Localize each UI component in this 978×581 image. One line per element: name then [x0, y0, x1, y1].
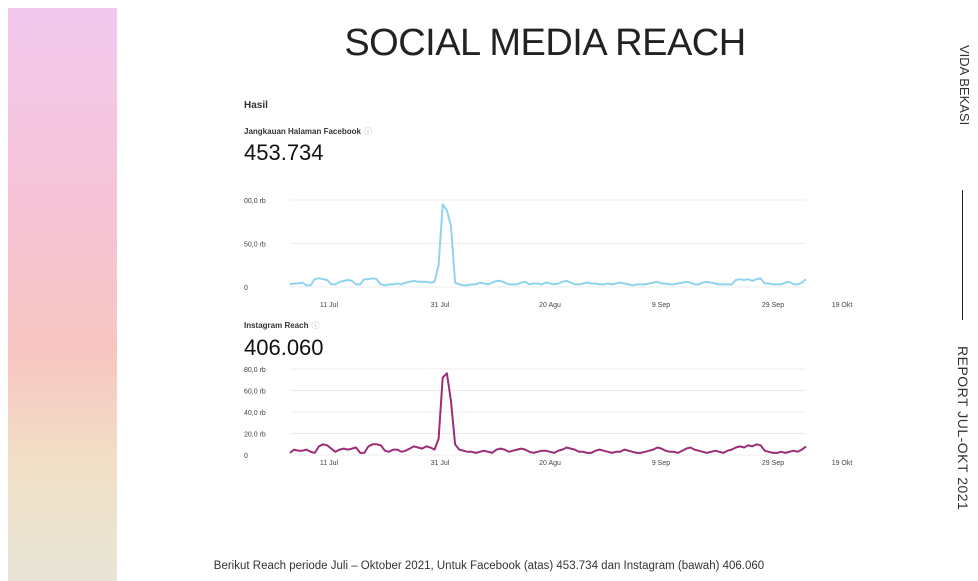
facebook-x-tick-label: 9 Sep: [652, 302, 670, 309]
facebook-x-tick-label: 31 Jul: [431, 302, 450, 309]
info-icon[interactable]: ⓘ: [363, 127, 372, 136]
instagram-y-tick-label: 60,0 rb: [244, 389, 266, 396]
instagram-chart-title: Instagram Reach ⓘ: [244, 320, 319, 331]
side-report-text: REPORT JUL-OKT 2021: [955, 346, 971, 511]
facebook-y-tick-label: 00,0 rb: [244, 198, 266, 205]
info-icon[interactable]: ⓘ: [311, 321, 320, 330]
facebook-series-line: [289, 203, 807, 287]
instagram-series-line: [289, 372, 807, 454]
side-divider-line: [962, 190, 963, 320]
instagram-x-tick-label: 31 Jul: [431, 460, 450, 467]
instagram-total: 406.060: [244, 335, 324, 360]
caption: Berikut Reach periode Juli – Oktober 202…: [213, 560, 765, 572]
facebook-y-tick-label: 50,0 rb: [244, 242, 266, 249]
facebook-x-tick-label: 19 Okt: [832, 302, 853, 309]
facebook-total: 453.734: [244, 140, 324, 165]
instagram-x-tick-label: 19 Okt: [832, 460, 853, 467]
facebook-x-tick-label: 11 Jul: [320, 302, 339, 309]
side-brand-text: VIDA BEKASI: [957, 45, 972, 126]
facebook-y-tick-label: 0: [244, 285, 248, 292]
instagram-y-tick-label: 40,0 rb: [244, 410, 266, 417]
instagram-x-tick-label: 29 Sep: [762, 460, 784, 467]
decorative-gradient-bar: [8, 8, 117, 581]
instagram-y-tick-label: 80,0 rb: [244, 367, 266, 374]
instagram-y-tick-label: 0: [244, 453, 248, 460]
section-label: Hasil: [244, 100, 268, 111]
facebook-chart-title: Jangkauan Halaman Facebook ⓘ: [244, 126, 372, 137]
instagram-x-tick-label: 11 Jul: [320, 460, 339, 467]
page-title: SOCIAL MEDIA REACH: [344, 22, 746, 64]
facebook-x-tick-label: 29 Sep: [762, 302, 784, 309]
instagram-x-tick-label: 9 Sep: [652, 460, 670, 467]
facebook-chart-title-text: Jangkauan Halaman Facebook: [244, 127, 361, 136]
instagram-y-tick-label: 20,0 rb: [244, 432, 266, 439]
facebook-x-tick-label: 20 Agu: [539, 302, 561, 309]
instagram-chart-title-text: Instagram Reach: [244, 321, 309, 330]
instagram-x-tick-label: 20 Agu: [539, 460, 561, 467]
